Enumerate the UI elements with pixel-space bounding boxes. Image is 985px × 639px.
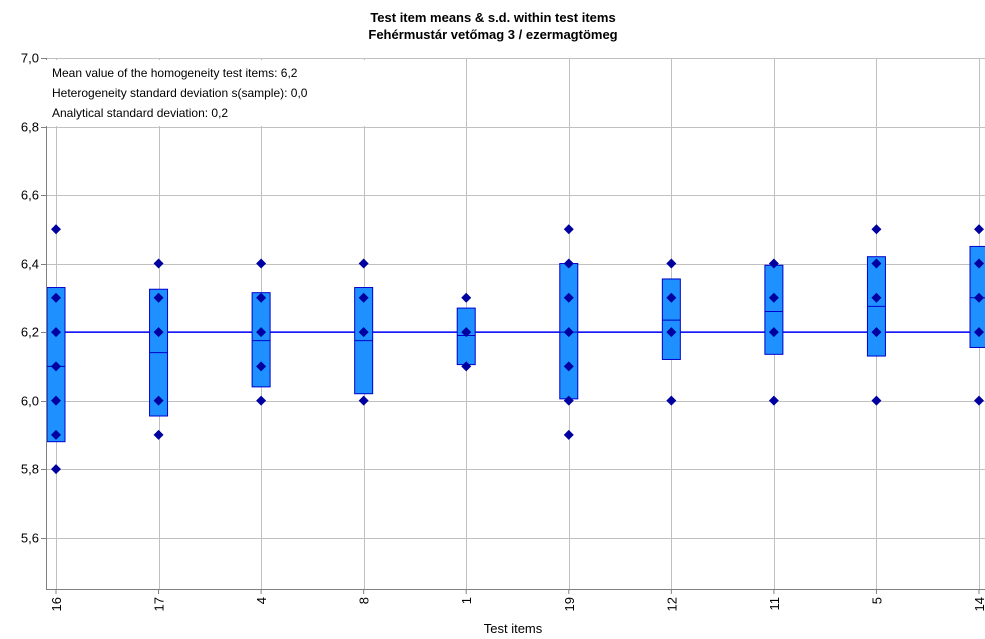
data-point-marker bbox=[871, 224, 882, 235]
data-point-marker bbox=[563, 429, 574, 440]
sd-box bbox=[661, 278, 681, 360]
x-tick-label: 12 bbox=[664, 597, 679, 611]
test-item-8 bbox=[354, 258, 374, 406]
data-point-marker bbox=[51, 327, 61, 338]
data-point-marker bbox=[563, 327, 574, 338]
data-point-marker bbox=[871, 292, 882, 303]
annotation-mean: Mean value of the homogeneity test items… bbox=[52, 66, 298, 80]
data-point-marker bbox=[974, 224, 984, 235]
y-tick-label: 6,4 bbox=[21, 257, 39, 272]
y-tick-label: 5,8 bbox=[21, 462, 39, 477]
data-point-marker bbox=[974, 292, 984, 303]
test-item-16 bbox=[46, 224, 66, 475]
chart-title: Test item means & s.d. within test items bbox=[370, 10, 615, 25]
annotation-analytical: Analytical standard deviation: 0,2 bbox=[52, 106, 228, 120]
test-item-5 bbox=[866, 224, 886, 406]
x-tick-label: 19 bbox=[562, 597, 577, 611]
x-tick-label: 8 bbox=[357, 597, 372, 604]
annotation-heterogeneity: Heterogeneity standard deviation s(sampl… bbox=[52, 86, 308, 100]
test-item-14 bbox=[969, 224, 985, 406]
test-item-1 bbox=[456, 292, 476, 372]
x-axis-label: Test items bbox=[484, 621, 543, 636]
data-point-marker bbox=[666, 292, 677, 303]
data-point-marker bbox=[51, 292, 61, 303]
x-tick-label: 17 bbox=[152, 597, 167, 611]
data-point-marker bbox=[256, 395, 267, 406]
data-point-marker bbox=[461, 361, 472, 372]
data-point-marker bbox=[563, 361, 574, 372]
data-point-marker bbox=[563, 292, 574, 303]
data-point-marker bbox=[256, 258, 267, 269]
test-item-17 bbox=[149, 258, 169, 440]
data-point-marker bbox=[974, 327, 984, 338]
data-point-marker bbox=[153, 292, 164, 303]
x-tick-label: 14 bbox=[972, 597, 985, 611]
data-point-marker bbox=[871, 327, 882, 338]
data-point-marker bbox=[871, 395, 882, 406]
data-point-marker bbox=[461, 292, 472, 303]
data-point-marker bbox=[51, 224, 61, 235]
data-point-marker bbox=[563, 258, 574, 269]
data-point-marker bbox=[974, 395, 984, 406]
y-tick-label: 6,2 bbox=[21, 325, 39, 340]
data-point-marker bbox=[256, 327, 267, 338]
data-point-marker bbox=[256, 361, 267, 372]
x-tick-label: 4 bbox=[254, 597, 269, 604]
data-point-marker bbox=[871, 258, 882, 269]
data-point-marker bbox=[358, 292, 369, 303]
data-point-marker bbox=[153, 429, 164, 440]
annotation-box bbox=[46, 60, 388, 126]
x-tick-label: 5 bbox=[869, 597, 884, 604]
data-point-marker bbox=[153, 395, 164, 406]
data-point-marker bbox=[461, 327, 472, 338]
data-point-marker bbox=[768, 327, 779, 338]
data-point-marker bbox=[974, 258, 984, 269]
grid bbox=[46, 58, 985, 589]
data-point-marker bbox=[666, 258, 677, 269]
sd-box bbox=[251, 292, 271, 388]
data-point-marker bbox=[358, 258, 369, 269]
data-point-marker bbox=[153, 258, 164, 269]
x-tick-label: 1 bbox=[459, 597, 474, 604]
data-point-marker bbox=[768, 292, 779, 303]
data-point-marker bbox=[358, 395, 369, 406]
data-point-marker bbox=[666, 395, 677, 406]
data-point-marker bbox=[51, 464, 61, 475]
data-point-marker bbox=[358, 327, 369, 338]
data-point-marker bbox=[563, 395, 574, 406]
data-point-marker bbox=[768, 395, 779, 406]
sd-box bbox=[764, 264, 784, 355]
data-point-marker bbox=[51, 361, 61, 372]
y-tick-label: 5,6 bbox=[21, 531, 39, 546]
data-point-marker bbox=[51, 429, 61, 440]
y-tick-label: 6,8 bbox=[21, 120, 39, 135]
data-point-marker bbox=[51, 395, 61, 406]
data-point-marker bbox=[256, 292, 267, 303]
test-item-4 bbox=[251, 258, 271, 406]
data-point-marker bbox=[563, 224, 574, 235]
y-tick-label: 6,0 bbox=[21, 394, 39, 409]
axes: 5,6 5,8 6,0 6,2 6,4 6,6 6,8 7,0 16 17 4 8 1 19 12 11 5 14 bbox=[21, 51, 985, 611]
x-tick-label: 11 bbox=[767, 597, 782, 611]
y-tick-label: 6,6 bbox=[21, 188, 39, 203]
boxes bbox=[46, 224, 985, 475]
data-point-marker bbox=[153, 327, 164, 338]
y-tick-label: 7,0 bbox=[21, 51, 39, 66]
test-item-19 bbox=[559, 224, 579, 440]
test-item-12 bbox=[661, 258, 681, 406]
test-item-11 bbox=[764, 258, 784, 406]
data-point-marker bbox=[666, 327, 677, 338]
x-tick-label: 16 bbox=[49, 597, 64, 611]
chart-subtitle: Fehérmustár vetőmag 3 / ezermagtömeg bbox=[368, 27, 617, 42]
data-point-marker bbox=[768, 258, 779, 269]
